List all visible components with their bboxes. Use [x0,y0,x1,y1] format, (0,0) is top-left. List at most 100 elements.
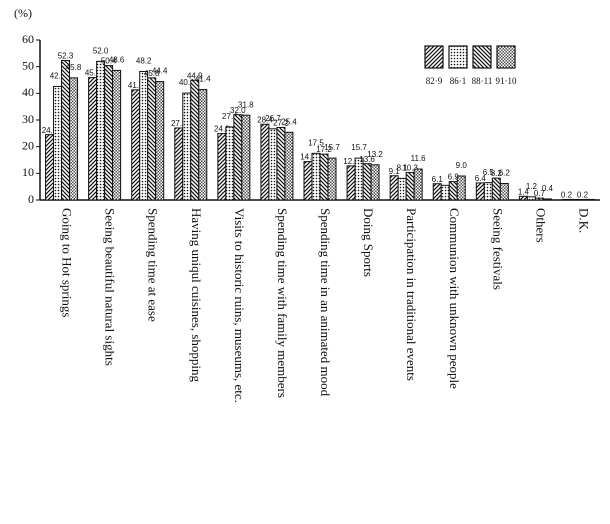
x-tick-label: Doing Sports [361,208,376,277]
bar [585,198,595,201]
bar [432,183,442,201]
value-label: 27.4 [222,112,238,121]
value-label: 44.9 [187,71,203,80]
bar [104,65,114,201]
bar [389,175,399,201]
value-label: 6.5 [483,168,495,177]
bar [362,163,372,201]
value-label: 31.8 [238,100,254,109]
bar [346,165,356,201]
bar [397,177,407,201]
bar [88,77,98,201]
bar [303,161,313,201]
value-label: 13.2 [367,150,383,159]
bar [542,198,552,201]
bar [311,152,321,201]
x-tick-label: Visits to historic ruins, museums, etc. [232,208,247,403]
bar [96,60,106,201]
y-tick-label: 40 [22,85,34,99]
bar [483,182,493,201]
value-label: 41.3 [128,81,144,90]
legend-label: 88·11 [472,76,493,86]
value-label: 10.3 [402,164,418,173]
bar [69,77,79,201]
value-label: 1.2 [526,182,538,191]
bar [241,114,251,201]
y-tick-label: 50 [22,58,34,72]
legend-swatch [424,45,444,69]
bar [491,177,501,201]
legend-swatch [472,45,492,69]
value-label: 0.2 [561,191,573,200]
x-tick-label: Spending time with family members [275,208,290,398]
x-tick-label: Seeing festivals [490,208,505,290]
bar [147,77,157,201]
bar [260,123,270,201]
value-label: 45.8 [144,69,160,78]
value-label: 9.0 [456,161,468,170]
value-label: 50.4 [101,57,117,66]
x-tick-label: Seeing beautiful natural sights [103,208,118,366]
value-label: 32.0 [230,106,246,115]
bar [405,172,415,201]
legend-label: 82·9 [426,76,443,86]
bar [174,127,184,201]
value-label: 27.0 [171,119,187,128]
x-tick-label: Going to Hot springs [60,208,75,317]
bar [131,89,141,201]
legend-label: 91·10 [496,76,517,86]
value-label: 24.9 [214,125,230,134]
value-label: 6.9 [448,173,460,182]
value-label: 15.7 [351,143,367,152]
value-label: 0.7 [534,189,546,198]
value-label: 15.7 [324,143,340,152]
y-tick-label: 30 [22,112,34,126]
y-tick-label: 60 [22,32,34,46]
x-tick-label: Spending time in an animated mood [318,208,333,397]
value-label: 48.2 [136,57,152,66]
bar [319,153,329,201]
y-tick-label: 20 [22,138,34,152]
value-label: 45.9 [85,69,101,78]
bar [499,182,509,201]
x-tick-label: Having uniqul cuisines, shopping [189,208,204,383]
bar [233,114,243,201]
bar [448,181,458,201]
legend-swatch [496,45,516,69]
value-label: 8.1 [397,164,409,173]
value-label: 12.8 [343,157,359,166]
x-tick-label: Others [533,208,548,243]
value-label: 41.4 [195,75,211,84]
value-label: 13.6 [359,155,375,164]
value-label: 25.4 [281,117,297,126]
bar [518,195,528,201]
legend-swatch [448,45,468,69]
y-tick-label: 0 [28,192,34,206]
value-label: 26.7 [265,114,281,123]
x-tick-label: Communion with unknown people [447,208,462,389]
bar [225,126,235,201]
value-label: 6.2 [499,169,511,178]
bar [284,131,294,201]
value-label: 28.4 [257,115,273,124]
value-label: 6.1 [432,175,444,184]
value-label: 48.6 [109,56,125,65]
bar [268,128,278,201]
bar [190,79,200,201]
bar [440,184,450,201]
value-label: 11.6 [411,154,427,163]
value-label: 24.5 [42,126,58,135]
x-tick-label: Participation in traditional events [404,208,419,381]
value-label: 52.0 [93,46,109,55]
legend-label: 86·1 [450,76,467,86]
value-label: 44.4 [152,67,168,76]
bar [61,60,71,201]
value-label: 0.2 [577,191,589,200]
value-label: 17.5 [308,138,324,147]
value-label: 27.2 [273,119,289,128]
bar [217,133,227,201]
bar [198,89,208,201]
value-label: 52.3 [58,52,74,61]
bar [534,197,544,201]
